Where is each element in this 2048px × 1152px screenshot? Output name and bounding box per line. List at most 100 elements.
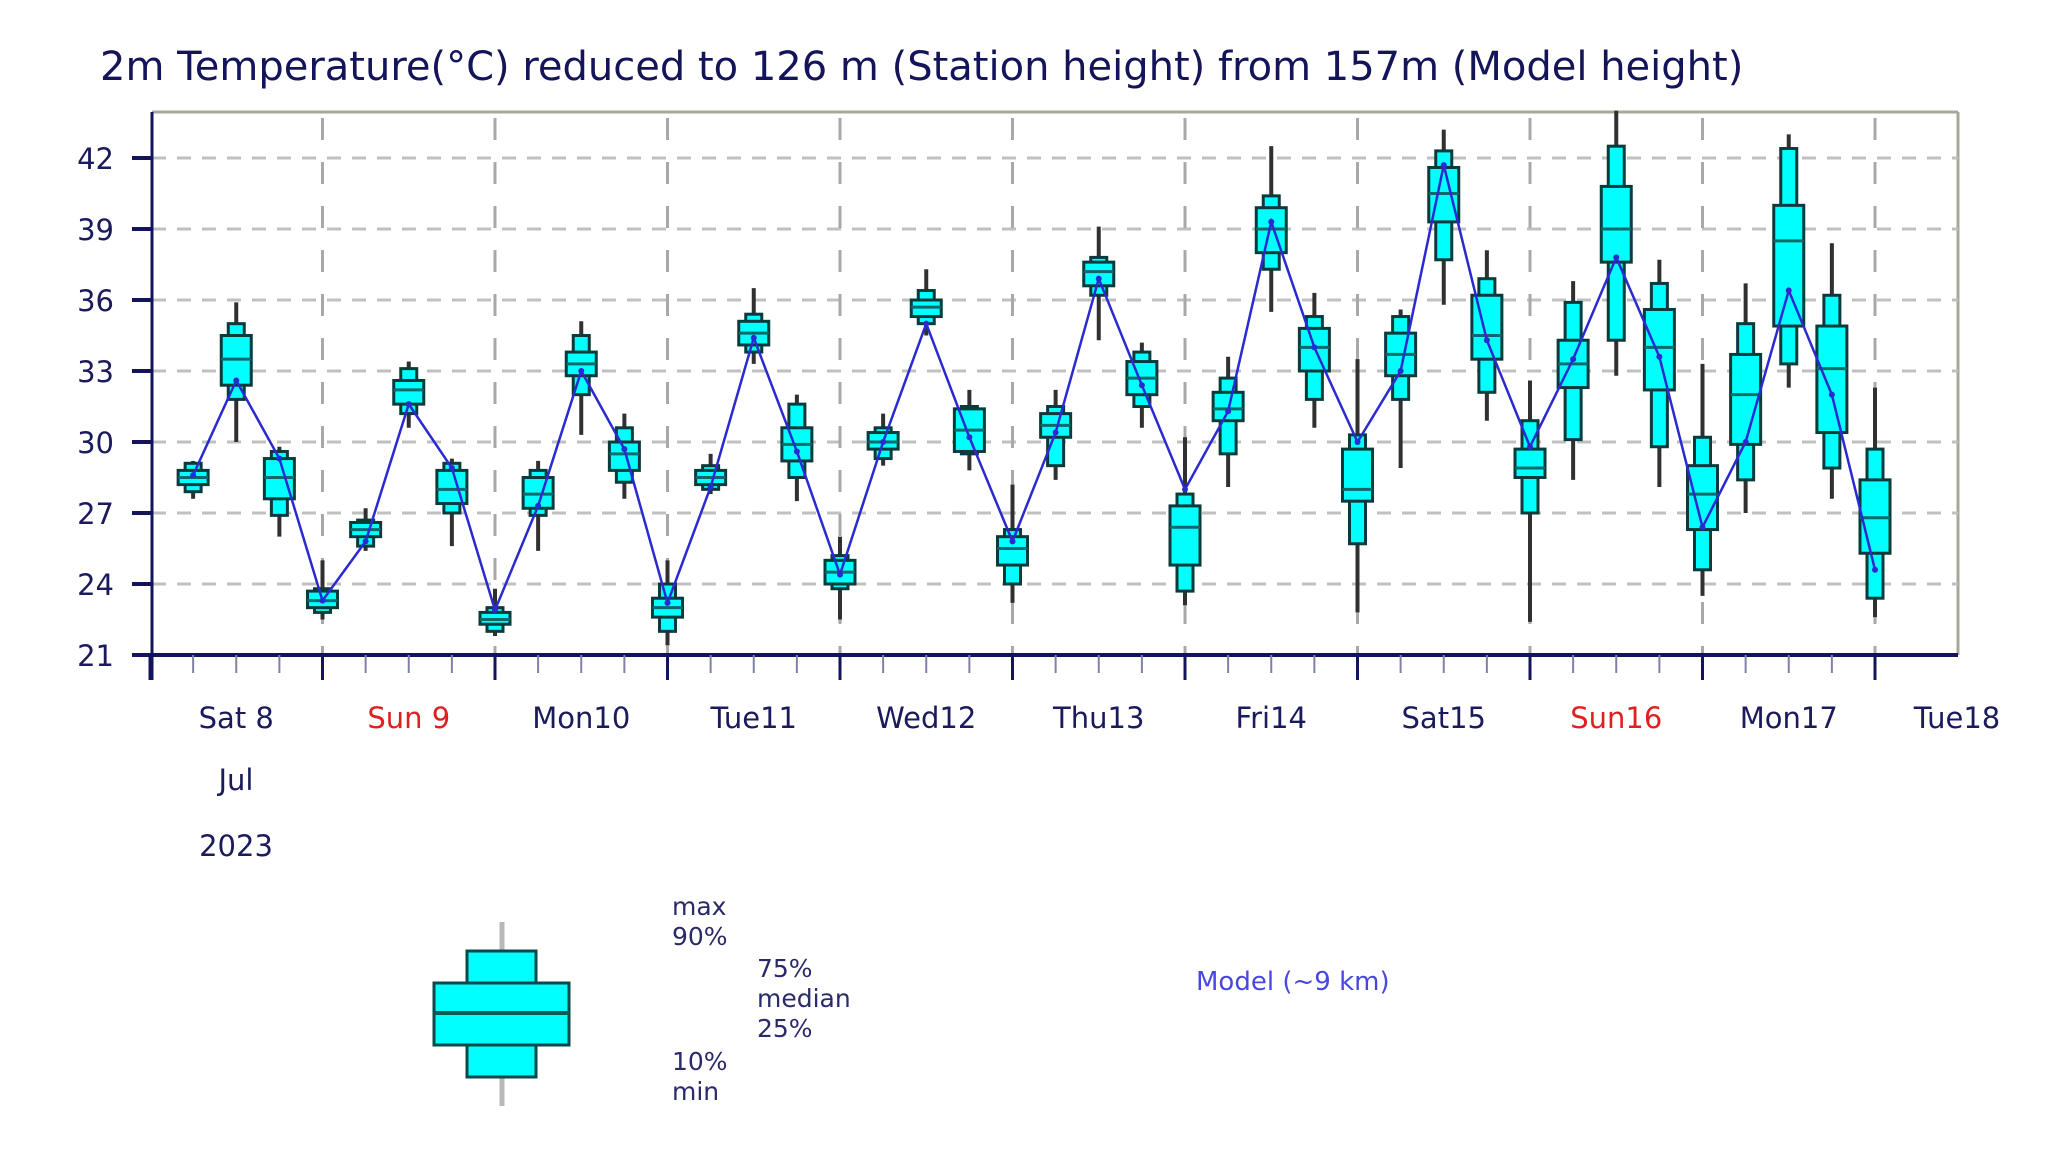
model-point [1138,382,1145,389]
ensemble-box [1039,389,1073,480]
model-point [1656,353,1663,360]
y-tick-label: 21 [77,639,114,673]
ensemble-box [1384,309,1418,469]
model-point [1182,486,1188,493]
box-p25-p75 [1772,203,1806,328]
box-p25-p75 [1729,352,1763,446]
x-day-label: Wed12 [876,701,976,735]
x-day-label: Tue11 [710,701,797,735]
model-point [707,483,714,490]
ensemble-box [1642,259,1676,487]
y-axis: 21 24 27 30 33 36 39 42 [77,112,154,680]
ensemble-box [1341,359,1374,613]
model-point [1785,287,1792,294]
model-point [448,465,455,472]
model-point [1570,356,1577,363]
legend-model-label: Model (~9 km) [1196,967,1390,997]
box-p25-p75 [1211,390,1245,423]
ensemble-box [1686,363,1719,596]
x-day-label: Mon10 [532,701,630,735]
y-tick-label: 39 [77,213,114,247]
box-p25-p75 [1297,326,1331,373]
model-line [191,164,1877,614]
ensemble-box [1168,437,1202,606]
y-tick-label: 24 [77,568,114,602]
model-point [1354,439,1361,445]
box-p25-p75 [1470,293,1504,361]
model-point [1440,162,1447,169]
model-point [1483,337,1490,344]
ensemble-box [1513,380,1547,622]
model-point [1872,566,1878,573]
model-point [233,377,240,384]
model-point [1009,538,1016,545]
model-point [578,368,585,374]
x-month-label: Jul [217,763,254,797]
box-p25-p75 [1599,184,1633,264]
model-point [923,320,930,327]
box-p25-p75 [1686,464,1719,532]
model-point [793,448,800,455]
box-p25-p75 [1168,504,1202,567]
ensemble-box [521,460,555,551]
ensemble-box [737,288,771,364]
ensemble-box [1254,146,1288,312]
model-point [1095,275,1102,282]
model-point [1742,439,1749,445]
model-point [621,446,628,453]
x-day-label: Sun16 [1570,701,1662,735]
model-point [492,607,498,614]
box-p25-p75 [1642,307,1676,392]
ensemble-box [780,394,814,502]
model-point [880,439,887,445]
x-axis: Sat 8 Sun 9 Mon10 Tue11 Wed12 Thu13 Fri14 Sat15… [148,653,2000,735]
x-day-label: Tue18 [1913,701,2000,735]
ensemble-box [952,389,986,471]
y-tick-label: 36 [77,284,114,318]
model-point [837,571,843,578]
y-tick-label: 30 [77,426,114,460]
model-point [1397,368,1404,374]
legend-label-p75: 75% [757,954,813,983]
y-tick-label: 33 [77,355,114,389]
x-day-label: Sun 9 [367,701,450,735]
model-point [1527,443,1533,450]
x-day-label: Sat 8 [199,701,274,735]
model-point [1052,429,1059,436]
box-p25-p75 [1815,324,1849,435]
x-day-label: Fri14 [1236,701,1307,735]
legend: max 90% 75% median 25% 10% min Model (~9… [432,892,1390,1106]
box-p25-p75 [1341,447,1374,503]
ensemble-box [1297,292,1331,428]
x-day-label: Sat15 [1402,701,1486,735]
x-day-label: Thu13 [1052,701,1144,735]
model-point [750,334,757,341]
box-p25-p75 [392,378,426,406]
y-tick-label: 42 [77,142,114,176]
model-point [276,455,283,462]
legend-label-p10: 10% [672,1047,728,1076]
legend-label-median: median [757,984,851,1013]
model-point [1613,254,1620,261]
model-point [1699,524,1706,531]
model-point [1225,408,1232,415]
ensemble-box [219,302,253,442]
model-line-series [190,162,1878,614]
model-point [405,401,412,408]
legend-label-max: max [672,892,726,921]
model-point [1268,218,1275,225]
model-point [1828,391,1835,398]
model-point [319,597,326,604]
y-tick-label: 27 [77,497,114,531]
legend-label-min: min [672,1077,719,1106]
model-point [535,502,542,509]
ensemble-box [1858,387,1892,618]
x-day-label: Mon17 [1740,701,1838,735]
legend-label-p25: 25% [757,1014,813,1043]
ensemble-box [1772,134,1806,388]
ensemble-box [1815,243,1849,499]
box-p25-p75 [1513,447,1547,480]
ensemble-box [1556,281,1590,480]
ensemble-box [1729,283,1763,513]
